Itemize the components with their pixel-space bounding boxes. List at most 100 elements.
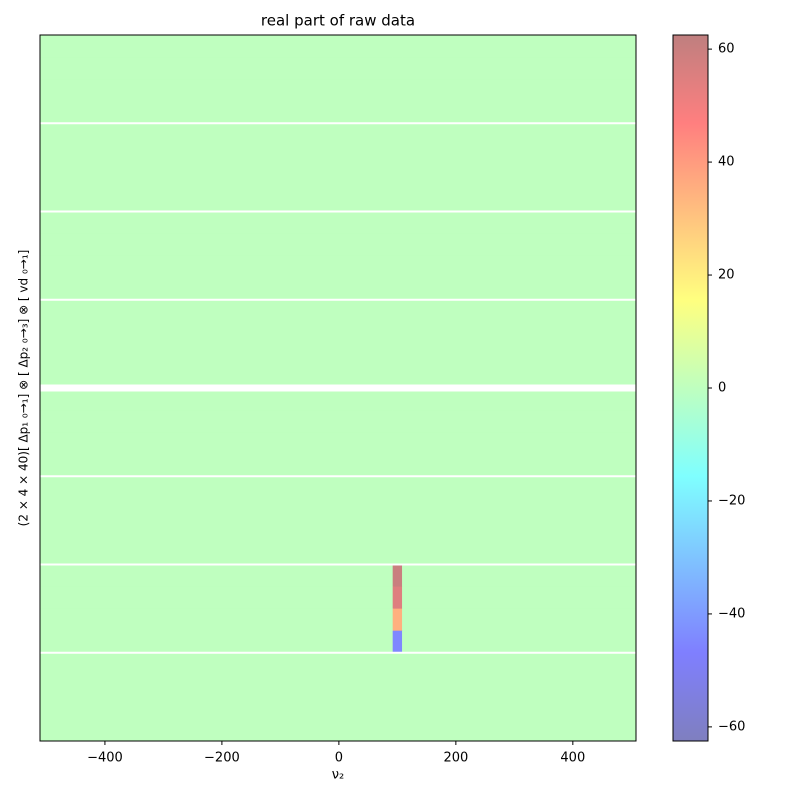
- cell: [40, 674, 394, 698]
- cell: [402, 343, 637, 367]
- block-separator: [40, 475, 636, 478]
- cell: [40, 388, 394, 411]
- cell: [402, 432, 637, 455]
- cell: [402, 696, 637, 720]
- block-separator: [40, 210, 636, 213]
- heatmap: [40, 35, 637, 742]
- cell: [40, 520, 394, 543]
- cell: [392, 255, 403, 279]
- cell: [40, 321, 394, 345]
- cell: [402, 520, 637, 543]
- cell: [40, 476, 394, 499]
- cell: [392, 696, 403, 720]
- cell: [402, 35, 637, 58]
- cell: [392, 79, 403, 102]
- cell: [402, 630, 637, 654]
- colorbar-tick-label: 0: [718, 381, 726, 396]
- cell: [40, 432, 394, 455]
- cell: [40, 630, 394, 654]
- cell: [40, 79, 394, 102]
- cell: [402, 255, 637, 279]
- cell: [402, 233, 637, 257]
- cell: [392, 365, 403, 389]
- cell: [402, 101, 637, 124]
- cell: [402, 145, 637, 168]
- cell: [402, 674, 637, 698]
- cell: [402, 476, 637, 499]
- colorbar-tick-label: −40: [718, 606, 745, 621]
- cell: [392, 211, 403, 235]
- block-separator: [40, 122, 636, 125]
- x-tick-label: 0: [335, 751, 343, 766]
- cell: [402, 564, 637, 588]
- cell: [40, 343, 394, 367]
- cell: [402, 586, 637, 610]
- cell: [402, 189, 637, 212]
- cell: [402, 365, 637, 389]
- cell: [40, 255, 394, 279]
- cell: [40, 35, 394, 58]
- cell: [392, 718, 403, 742]
- cell: [392, 343, 403, 367]
- cell: [40, 696, 394, 720]
- cell: [402, 454, 637, 477]
- cell: [392, 233, 403, 257]
- cell: [40, 608, 394, 632]
- cell: [402, 498, 637, 521]
- cell: [40, 652, 394, 676]
- cell: [402, 542, 637, 565]
- x-axis-label: ν₂: [332, 768, 344, 783]
- cell: [392, 608, 403, 632]
- cell: [402, 123, 637, 146]
- cell: [40, 123, 394, 146]
- colorbar-tick-label: 20: [718, 268, 735, 283]
- colorbar-tick-label: −20: [718, 493, 745, 508]
- colorbar-tick-label: −60: [718, 719, 745, 734]
- block-separator: [40, 563, 636, 566]
- cell: [392, 388, 403, 411]
- cell: [392, 652, 403, 676]
- colorbar: [672, 34, 709, 742]
- cell: [40, 365, 394, 389]
- cell: [392, 564, 403, 588]
- cell: [402, 608, 637, 632]
- y-axis-label: (2 × 4 × 40)[ Δp₁ ₀→₁] ⊗ [ Δp₂ ₀→₃] ⊗ [ …: [17, 250, 31, 527]
- cell: [40, 189, 394, 212]
- cell: [392, 189, 403, 212]
- x-tick-label: −400: [87, 751, 123, 766]
- cell: [40, 57, 394, 80]
- x-tick-label: 400: [560, 751, 585, 766]
- cell: [402, 718, 637, 742]
- cell: [402, 211, 637, 235]
- block-separator: [40, 298, 636, 301]
- cell: [392, 454, 403, 477]
- x-tick-label: −200: [204, 751, 240, 766]
- block-separator: [40, 651, 636, 654]
- plot-frame: [39, 34, 637, 742]
- cell: [40, 233, 394, 257]
- cell: [392, 432, 403, 455]
- cell: [40, 542, 394, 565]
- cell: [402, 79, 637, 102]
- cell: [402, 299, 637, 323]
- block-separator: [40, 384, 636, 392]
- cell: [392, 101, 403, 124]
- cell: [40, 498, 394, 521]
- cell: [392, 674, 403, 698]
- cell: [40, 586, 394, 610]
- cell: [402, 652, 637, 676]
- cell: [392, 167, 403, 190]
- cell: [392, 410, 403, 433]
- cell: [40, 410, 394, 433]
- cell: [392, 299, 403, 323]
- x-tick-label: 200: [443, 751, 468, 766]
- cell: [392, 498, 403, 521]
- cell: [40, 101, 394, 124]
- colorbar-tick-label: 40: [718, 155, 735, 170]
- cell: [40, 718, 394, 742]
- colorbar-tick-label: 60: [718, 42, 735, 57]
- cell: [392, 542, 403, 565]
- cell: [392, 145, 403, 168]
- cell: [392, 476, 403, 499]
